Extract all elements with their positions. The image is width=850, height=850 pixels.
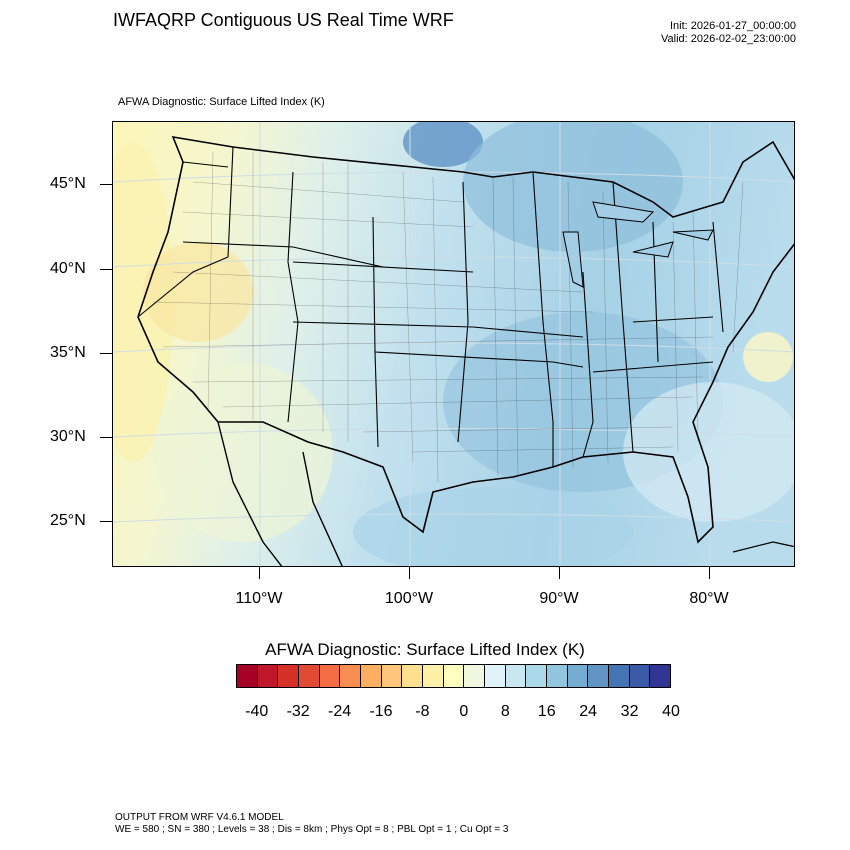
lon-tick-100w — [409, 567, 410, 579]
page-title: IWFAQRP Contiguous US Real Time WRF — [113, 10, 454, 30]
colorbar-label: -32 — [286, 703, 310, 720]
colorbar-label: 32 — [620, 703, 639, 720]
county-boundaries — [152, 151, 744, 483]
lat-tick-45 — [100, 184, 112, 185]
atlantic-warm-spot — [743, 332, 793, 382]
colorbar-label: -8 — [415, 703, 430, 720]
lat-tick-30 — [100, 437, 112, 438]
colorbar-swatch — [443, 665, 465, 687]
lat-label-40: 40°N — [50, 260, 86, 277]
atlantic-field — [623, 382, 794, 522]
model-info-line2: WE = 580 ; SN = 380 ; Levels = 38 ; Dis … — [115, 824, 509, 835]
colorbar-swatch — [278, 665, 300, 687]
colorbar-label: 24 — [579, 703, 598, 720]
lon-label-80w: 80°W — [689, 590, 729, 607]
colorbar-swatch — [340, 665, 362, 687]
map-panel — [112, 121, 795, 567]
us-land-outline — [137, 135, 794, 544]
great-lakes — [562, 201, 714, 288]
canada-cold-field — [403, 122, 483, 167]
init-time: Init: 2026-01-27_00:00:00 — [670, 20, 796, 32]
colorbar-swatch — [464, 665, 486, 687]
model-info-line1: OUTPUT FROM WRF V4.6.1 MODEL — [115, 812, 284, 823]
colorbar-swatch — [588, 665, 610, 687]
colorbar-swatch — [423, 665, 444, 687]
colorbar-swatch — [629, 665, 651, 687]
colorbar-swatch — [609, 665, 630, 687]
gulf-field — [353, 487, 633, 566]
colorbar-swatch — [299, 665, 320, 687]
lon-tick-110w — [259, 567, 260, 579]
map-canvas — [113, 122, 794, 566]
lat-label-45: 45°N — [50, 175, 86, 192]
mexico-coast — [217, 421, 343, 566]
lon-tick-90w — [559, 567, 560, 579]
colorbar-label: -24 — [328, 703, 352, 720]
lon-label-90w: 90°W — [539, 590, 579, 607]
colorbar-title: AFWA Diagnostic: Surface Lifted Index (K… — [265, 640, 585, 659]
lat-label-35: 35°N — [50, 344, 86, 361]
cuba-outline — [732, 541, 794, 553]
colorbar-swatch — [485, 665, 506, 687]
lon-tick-80w — [709, 567, 710, 579]
colorbar-swatch — [526, 665, 548, 687]
great-basin-field — [143, 242, 253, 342]
lat-tick-40 — [100, 269, 112, 270]
colorbar-swatch — [402, 665, 424, 687]
map-field-label: AFWA Diagnostic: Surface Lifted Index (K… — [118, 96, 325, 108]
colorbar-label: -16 — [369, 703, 393, 720]
colorbar-label: -40 — [245, 703, 269, 720]
colorbar-label: 16 — [537, 703, 556, 720]
colorbar-swatch — [381, 665, 403, 687]
colorbar — [236, 664, 671, 688]
colorbar-label: 40 — [662, 703, 680, 720]
colorbar-swatch — [505, 665, 527, 687]
lat-tick-35 — [100, 353, 112, 354]
colorbar-swatch — [650, 665, 671, 687]
colorbar-swatch — [567, 665, 589, 687]
colorbar-label: 0 — [459, 703, 469, 720]
lon-label-100w: 100°W — [384, 590, 434, 607]
lat-label-25: 25°N — [50, 512, 86, 529]
colorbar-swatch — [319, 665, 341, 687]
colorbar-label: 8 — [500, 703, 510, 720]
colorbar-swatch — [237, 665, 258, 687]
mexico-field — [153, 362, 333, 542]
lon-label-110w: 110°W — [235, 590, 283, 607]
lat-label-30: 30°N — [50, 428, 86, 445]
colorbar-swatch — [257, 665, 279, 687]
lat-tick-25 — [100, 521, 112, 522]
colorbar-swatch — [547, 665, 568, 687]
valid-time: Valid: 2026-02-02_23:00:00 — [661, 33, 796, 45]
colorbar-swatch — [361, 665, 382, 687]
